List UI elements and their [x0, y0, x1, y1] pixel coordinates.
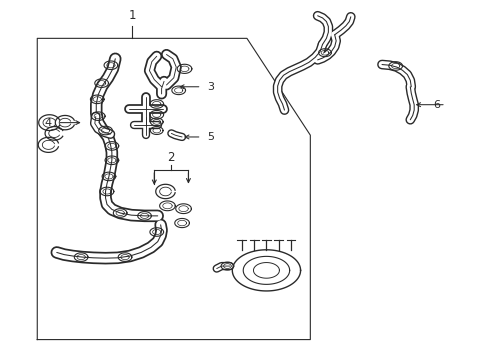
Text: 1: 1 — [128, 9, 136, 22]
Text: 5: 5 — [206, 132, 213, 142]
Text: 2: 2 — [167, 151, 175, 164]
Text: 4: 4 — [45, 118, 52, 128]
Text: 6: 6 — [433, 100, 440, 110]
Text: 3: 3 — [206, 82, 213, 92]
